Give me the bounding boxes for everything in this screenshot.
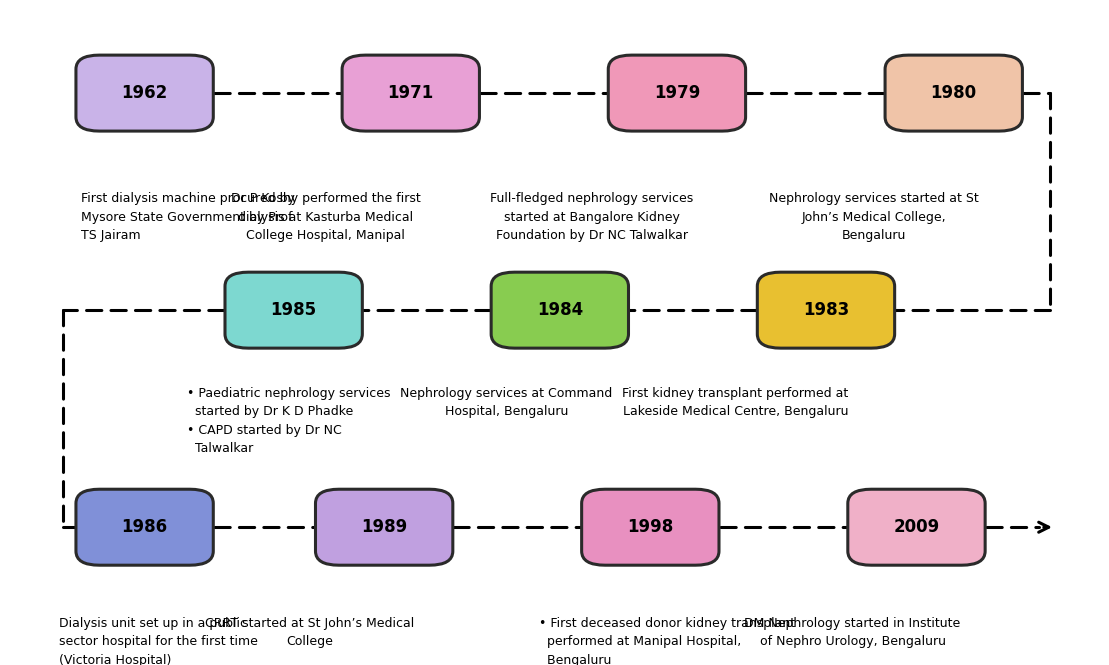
Text: 1983: 1983 [803,301,849,319]
Text: 2009: 2009 [894,518,939,536]
Text: CRRT started at St John’s Medical
College: CRRT started at St John’s Medical Colleg… [205,616,415,648]
Text: 1998: 1998 [628,518,673,536]
FancyBboxPatch shape [342,55,479,131]
FancyBboxPatch shape [847,489,985,565]
FancyBboxPatch shape [885,55,1022,131]
FancyBboxPatch shape [75,55,213,131]
Text: Full-fledged nephrology services
started at Bangalore Kidney
Foundation by Dr NC: Full-fledged nephrology services started… [490,192,693,242]
Text: 1985: 1985 [271,301,317,319]
Text: Nephrology services started at St
John’s Medical College,
Bengaluru: Nephrology services started at St John’s… [769,192,979,242]
FancyBboxPatch shape [757,272,895,348]
Text: Dialysis unit set up in a public
sector hospital for the first time
(Victoria Ho: Dialysis unit set up in a public sector … [60,616,258,665]
Text: Nephrology services at Command
Hospital, Bengaluru: Nephrology services at Command Hospital,… [400,387,612,418]
Text: 1986: 1986 [122,518,167,536]
FancyBboxPatch shape [581,489,719,565]
Text: 1979: 1979 [653,84,700,102]
Text: 1980: 1980 [930,84,977,102]
Text: DM Nephrology started in Institute
of Nephro Urology, Bengaluru: DM Nephrology started in Institute of Ne… [744,616,960,648]
FancyBboxPatch shape [225,272,363,348]
FancyBboxPatch shape [315,489,452,565]
Text: • Paediatric nephrology services
  started by Dr K D Phadke
• CAPD started by Dr: • Paediatric nephrology services started… [187,387,390,456]
Text: 1989: 1989 [362,518,407,536]
Text: 1971: 1971 [388,84,434,102]
Text: • First deceased donor kidney transplant
  performed at Manipal Hospital,
  Beng: • First deceased donor kidney transplant… [539,616,795,665]
FancyBboxPatch shape [75,489,213,565]
Text: Dr P Koshy performed the first
dialysis at Kasturba Medical
College Hospital, Ma: Dr P Koshy performed the first dialysis … [231,192,420,242]
Text: First kidney transplant performed at
Lakeside Medical Centre, Bengaluru: First kidney transplant performed at Lak… [622,387,848,418]
Text: First dialysis machine procured by
Mysore State Government by Prof
TS Jairam: First dialysis machine procured by Mysor… [81,192,295,242]
FancyBboxPatch shape [608,55,745,131]
Text: 1962: 1962 [122,84,167,102]
FancyBboxPatch shape [491,272,629,348]
Text: 1984: 1984 [537,301,583,319]
